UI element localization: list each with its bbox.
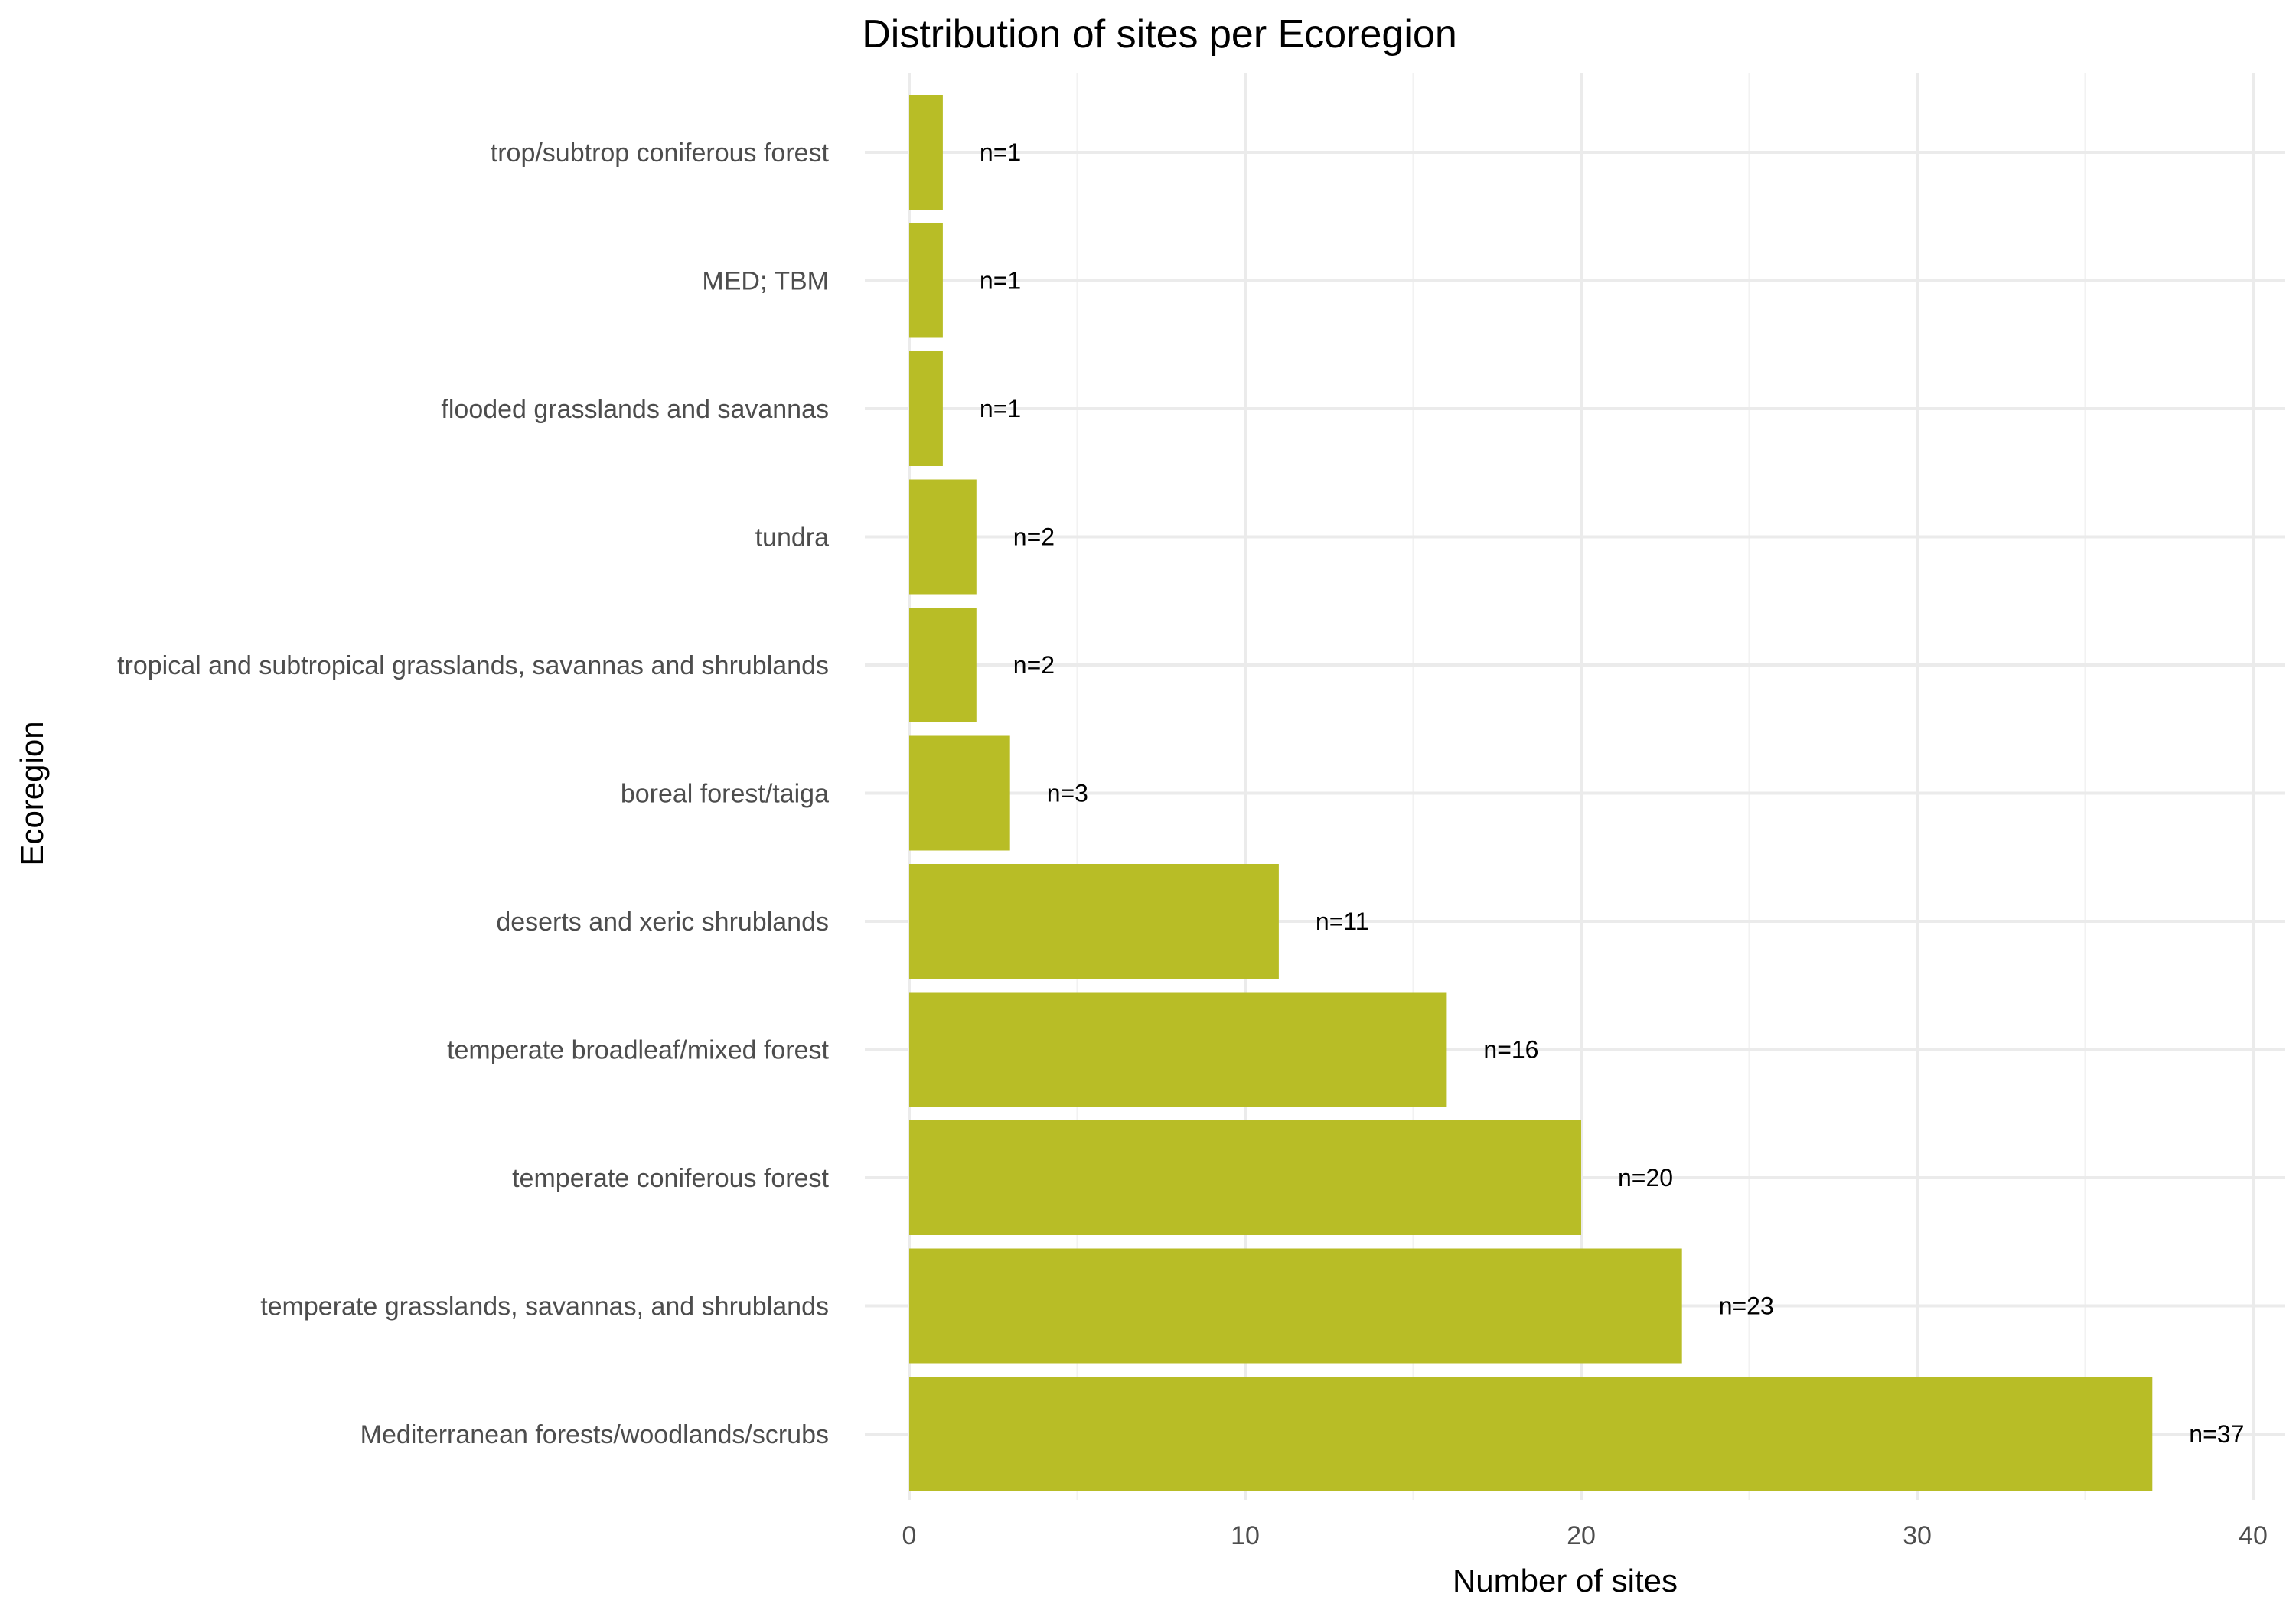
y-tick-label: deserts and xeric shrublands	[496, 908, 829, 937]
data-label: n=16	[1483, 1036, 1538, 1064]
y-axis-ticks: Mediterranean forests/woodlands/scrubs te…	[117, 139, 829, 1449]
bar	[909, 1377, 2153, 1491]
x-tick-label: 0	[902, 1521, 917, 1550]
y-tick-label: flooded grasslands and savannas	[441, 395, 829, 424]
data-label: n=20	[1618, 1164, 1673, 1191]
bar	[909, 735, 1010, 851]
bar	[909, 223, 943, 338]
x-tick-label: 20	[1567, 1521, 1596, 1550]
data-label: n=1	[980, 267, 1021, 295]
x-axis-title: Number of sites	[1453, 1563, 1678, 1599]
y-tick-label: temperate coniferous forest	[512, 1164, 829, 1193]
x-tick-label: 30	[1903, 1521, 1932, 1550]
y-tick-label: Mediterranean forests/woodlands/scrubs	[360, 1420, 829, 1449]
bar	[909, 1120, 1581, 1235]
data-label: n=3	[1047, 780, 1088, 807]
bar	[909, 864, 1279, 979]
y-axis-title: Ecoregion	[14, 721, 50, 865]
y-tick-label: trop/subtrop coniferous forest	[491, 139, 830, 168]
y-tick-label: tundra	[755, 523, 829, 553]
y-tick-label: tropical and subtropical grasslands, sav…	[117, 651, 829, 680]
data-label: n=1	[980, 395, 1021, 422]
data-label: n=37	[2189, 1420, 2244, 1448]
bars	[909, 95, 2153, 1491]
bar	[909, 992, 1447, 1107]
y-tick-label: boreal forest/taiga	[621, 780, 829, 809]
data-label: n=2	[1013, 523, 1055, 551]
data-label: n=1	[980, 139, 1021, 166]
x-tick-label: 10	[1231, 1521, 1260, 1550]
bar	[909, 479, 977, 595]
bar	[909, 608, 977, 722]
y-tick-label: temperate broadleaf/mixed forest	[447, 1036, 829, 1065]
data-label: n=11	[1316, 908, 1369, 935]
bar	[909, 1248, 1682, 1364]
data-labels: n=37 n=23 n=20 n=16 n=11 n=3 n=2 n=2 n=1 n=1 n=1	[980, 139, 2244, 1448]
x-axis-ticks: 0 10 20 30 40	[902, 1521, 2268, 1550]
data-label: n=23	[1719, 1292, 1774, 1320]
bar	[909, 351, 943, 466]
chart-title: Distribution of sites per Ecoregion	[862, 12, 1457, 57]
bar	[909, 95, 943, 210]
x-tick-label: 40	[2239, 1521, 2268, 1550]
y-tick-label: temperate grasslands, savannas, and shru…	[260, 1292, 829, 1322]
data-label: n=2	[1013, 651, 1055, 679]
y-tick-label: MED; TBM	[702, 267, 829, 296]
